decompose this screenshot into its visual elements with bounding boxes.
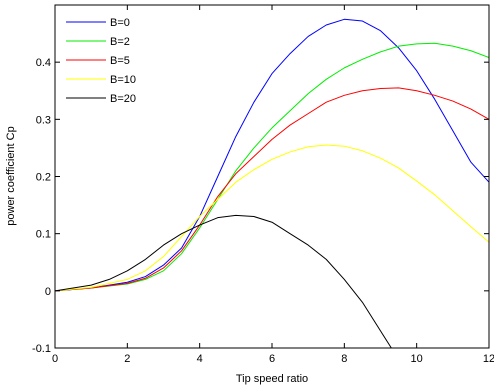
y-tick-label: 0.4 [36, 57, 51, 69]
x-tick-label: 6 [269, 353, 275, 365]
plot-area [55, 5, 489, 348]
series-line-b-10 [55, 144, 489, 292]
x-tick-label: 2 [124, 353, 130, 365]
legend-entry: B=0 [110, 17, 130, 29]
x-tick-label: 8 [341, 353, 347, 365]
x-tick-label: 0 [52, 353, 58, 365]
legend-entry: B=20 [110, 93, 136, 105]
legend-entry: B=2 [110, 36, 130, 48]
series-layer [55, 18, 489, 348]
legend: B=0 B=2 B=5 B=10 B=20 [66, 17, 136, 105]
series-line-b-5 [55, 87, 489, 292]
series-line-b-2 [55, 42, 489, 292]
series-line-b-20 [55, 214, 392, 348]
y-tick-label: 0.3 [36, 114, 51, 126]
y-tick-label: -0.1 [32, 343, 51, 355]
x-axis-ticks: 0 2 4 6 8 10 12 [52, 5, 494, 365]
legend-entry: B=10 [110, 74, 136, 86]
x-axis-label: Tip speed ratio [236, 373, 308, 385]
y-tick-label: 0.1 [36, 229, 51, 241]
y-tick-label: 0.2 [36, 172, 51, 184]
x-tick-label: 4 [197, 353, 203, 365]
legend-entry: B=5 [110, 55, 130, 67]
y-tick-label: 0 [45, 286, 51, 298]
y-axis-ticks: -0.1 0 0.1 0.2 0.3 0.4 [32, 57, 489, 355]
series-line-b-0 [55, 18, 489, 292]
y-axis-label: power coefficient Cp [5, 126, 17, 225]
x-tick-label: 12 [483, 353, 494, 365]
x-tick-label: 10 [411, 353, 423, 365]
